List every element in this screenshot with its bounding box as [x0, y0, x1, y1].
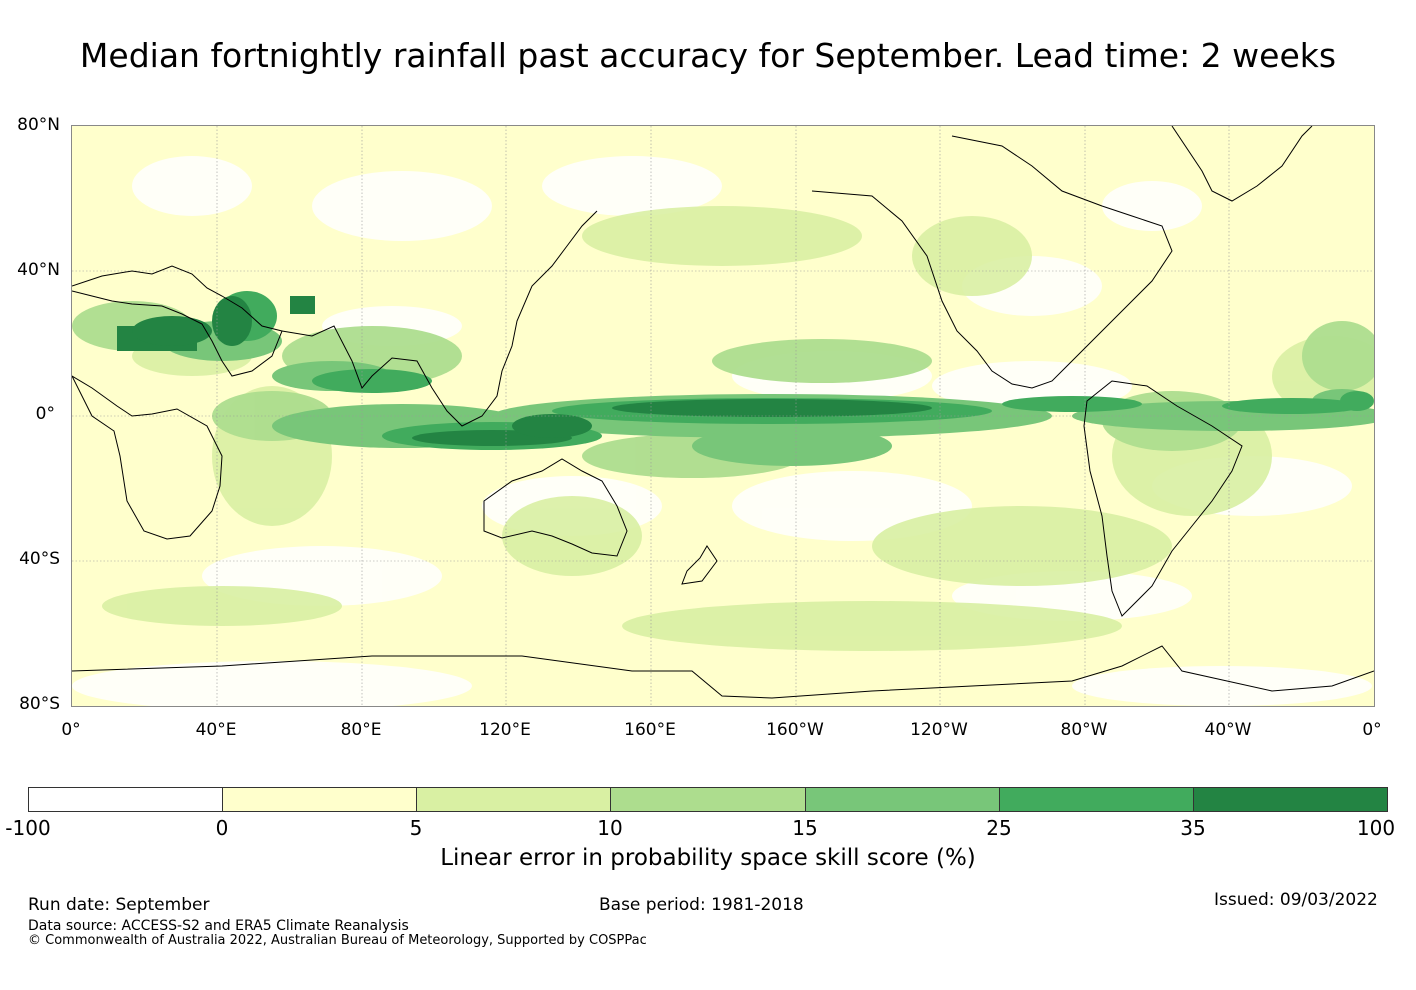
- lon-label-80w: 80°W: [1060, 720, 1108, 740]
- lon-label-0-right: 0°: [1362, 720, 1382, 740]
- run-date: Run date: September: [28, 895, 210, 915]
- copyright: © Commonwealth of Australia 2022, Austra…: [28, 933, 647, 948]
- map-canvas: [72, 126, 1374, 706]
- europe-coastline: [72, 265, 283, 377]
- new-zealand-coastline: [681, 545, 718, 585]
- lon-label-160e: 160°E: [624, 720, 676, 740]
- lon-label-160w: 160°W: [766, 720, 824, 740]
- lat-label-80s: 80°S: [19, 694, 60, 714]
- colorbar-segment: [805, 788, 1000, 811]
- coastlines: [72, 126, 1374, 699]
- colorbar-segment: [999, 788, 1194, 811]
- lon-label-40w: 40°W: [1204, 720, 1252, 740]
- chart-title: Median fortnightly rainfall past accurac…: [79, 36, 1337, 75]
- colorbar-title: Linear error in probability space skill …: [440, 845, 976, 871]
- colorbar-tick: 100: [1356, 816, 1396, 840]
- australia-coastline: [483, 458, 628, 557]
- data-source: Data source: ACCESS-S2 and ERA5 Climate …: [28, 918, 409, 934]
- lat-label-80n: 80°N: [17, 115, 60, 135]
- lon-label-120e: 120°E: [479, 720, 531, 740]
- antarctica-coastline: [72, 645, 1374, 699]
- colorbar-tick: 10: [597, 816, 623, 840]
- africa-coastline: [72, 375, 223, 540]
- skill-score-map: [71, 125, 1375, 707]
- lon-label-40e: 40°E: [195, 720, 237, 740]
- colorbar-tick: 15: [792, 816, 818, 840]
- colorbar-segment: [1193, 788, 1387, 811]
- lat-label-equator: 0°: [35, 404, 55, 424]
- graticule: [72, 126, 1374, 706]
- base-period: Base period: 1981-2018: [599, 895, 804, 915]
- colorbar-segment: [29, 788, 224, 811]
- colorbar-tick: 5: [409, 816, 423, 840]
- lon-label-0: 0°: [61, 720, 81, 740]
- north-america-coastline: [811, 135, 1173, 389]
- asia-coastline: [281, 210, 598, 427]
- south-america-coastline: [1083, 380, 1243, 617]
- skill-dark-green: [117, 296, 932, 446]
- greenland-coastline: [1171, 126, 1313, 202]
- colorbar-tick: 25: [986, 816, 1012, 840]
- colorbar-tick: 0: [215, 816, 229, 840]
- lon-label-80e: 80°E: [340, 720, 382, 740]
- colorbar-segment: [223, 788, 418, 811]
- colorbar-tick: -100: [5, 816, 51, 840]
- colorbar: [28, 787, 1388, 812]
- lat-label-40n: 40°N: [17, 260, 60, 280]
- colorbar-segment: [611, 788, 806, 811]
- lon-label-120w: 120°W: [910, 720, 968, 740]
- issued-date: Issued: 09/03/2022: [1214, 890, 1378, 910]
- colorbar-tick: 35: [1180, 816, 1206, 840]
- colorbar-segment: [417, 788, 612, 811]
- lat-label-40s: 40°S: [19, 549, 60, 569]
